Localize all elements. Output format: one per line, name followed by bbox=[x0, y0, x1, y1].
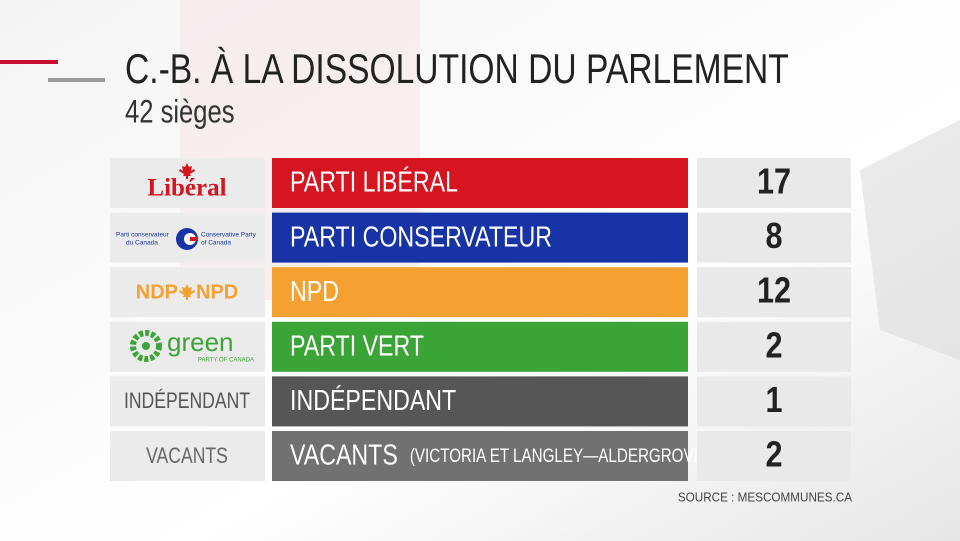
party-name: INDÉPENDANT bbox=[290, 384, 456, 417]
party-bar bbox=[272, 267, 688, 318]
logo-text: INDÉPENDANT bbox=[124, 388, 250, 413]
logo-text: NDP bbox=[136, 281, 178, 303]
seat-box bbox=[697, 321, 851, 372]
seat-box bbox=[697, 376, 851, 427]
logos: Libéral Parti conservateur du Canada Con… bbox=[116, 163, 257, 468]
seat-count: 2 bbox=[765, 435, 782, 475]
logo-mark bbox=[142, 342, 150, 350]
maple-leaf bbox=[179, 284, 195, 300]
logo-text: of Canada bbox=[201, 240, 231, 247]
party-bar bbox=[272, 321, 688, 372]
source: SOURCE : MESCOMMUNES.CA bbox=[678, 490, 853, 505]
logo-mark bbox=[130, 330, 162, 362]
seat-box bbox=[697, 212, 851, 263]
party-name: PARTI VERT bbox=[290, 329, 424, 362]
seat-count: 8 bbox=[765, 217, 782, 257]
title: C.-B. À LA DISSOLUTION DU PARLEMENT bbox=[125, 46, 789, 93]
party-name: PARTI LIBÉRAL bbox=[290, 165, 458, 198]
logo-text: VACANTS bbox=[146, 444, 228, 468]
logo-text: du Canada bbox=[126, 240, 158, 247]
party-bar bbox=[272, 376, 688, 427]
party-name: PARTI CONSERVATEUR bbox=[290, 220, 552, 253]
logo-text: green bbox=[167, 327, 234, 357]
seat-box bbox=[697, 158, 851, 208]
logo-text: Conservative Party bbox=[201, 232, 257, 239]
party-name: VACANTS bbox=[290, 438, 398, 471]
bg-shape bbox=[860, 120, 960, 360]
party-name: NPD bbox=[290, 274, 339, 307]
logo-text: PARTY OF CANADA bbox=[198, 358, 254, 364]
party-bar bbox=[272, 431, 688, 481]
seat-count: 1 bbox=[765, 381, 782, 421]
logo-box bbox=[110, 376, 265, 427]
seat-box bbox=[697, 267, 851, 318]
seat-count: 2 bbox=[765, 326, 782, 366]
seat-count: 17 bbox=[757, 162, 791, 202]
party-bar bbox=[272, 158, 688, 208]
logo-text: Parti conservateur bbox=[116, 232, 170, 239]
seat-box bbox=[697, 431, 851, 481]
maple-leaf bbox=[179, 163, 195, 179]
seat-count: 12 bbox=[757, 271, 791, 311]
logo-text: Libéral bbox=[147, 175, 226, 202]
logo-text: NPD bbox=[196, 281, 238, 303]
accent-line bbox=[48, 78, 105, 82]
accent-line bbox=[0, 60, 58, 64]
party-note: (VICTORIA ET LANGLEY—ALDERGROVE) bbox=[410, 444, 709, 466]
logo-box bbox=[110, 431, 265, 481]
logo-mark bbox=[190, 237, 198, 241]
subtitle: 42 sièges bbox=[125, 95, 235, 130]
party-bar bbox=[272, 212, 688, 263]
